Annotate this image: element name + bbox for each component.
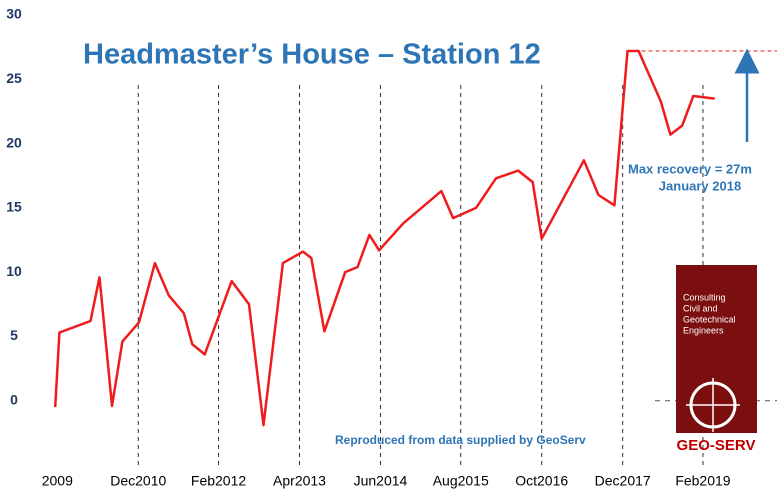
annotation: January 2018: [659, 178, 741, 193]
logo-text: Consulting: [683, 292, 726, 302]
annotation: Max recovery = 27m: [628, 161, 752, 176]
y-tick-label: 30: [6, 6, 22, 22]
x-tick-label: Dec2010: [110, 473, 166, 489]
logo-text: Civil and: [683, 303, 718, 313]
x-tick-label: Apr2013: [273, 473, 326, 489]
y-tick-label: 5: [10, 327, 18, 343]
source-note: Reproduced from data supplied by GeoServ: [335, 433, 586, 447]
x-tick-label: 2009: [42, 473, 73, 489]
y-tick-label: 15: [6, 199, 22, 215]
x-tick-label: Dec2017: [595, 473, 651, 489]
logo-text: Geotechnical: [683, 314, 736, 324]
y-tick-label: 25: [6, 70, 22, 86]
x-tick-label: Jun2014: [354, 473, 408, 489]
logo-text: Engineers: [683, 325, 724, 335]
y-tick-label: 20: [6, 134, 22, 150]
x-tick-label: Feb2019: [675, 473, 730, 489]
logo-name: GEO-SERV: [677, 437, 756, 454]
x-tick-label: Feb2012: [191, 473, 246, 489]
y-tick-label: 0: [10, 391, 18, 407]
x-tick-label: Oct2016: [515, 473, 568, 489]
logo-box: [676, 265, 757, 433]
data-line: [53, 49, 715, 427]
y-tick-label: 10: [6, 263, 22, 279]
x-tick-label: Aug2015: [433, 473, 489, 489]
chart-title: Headmaster’s House – Station 12: [83, 39, 541, 71]
